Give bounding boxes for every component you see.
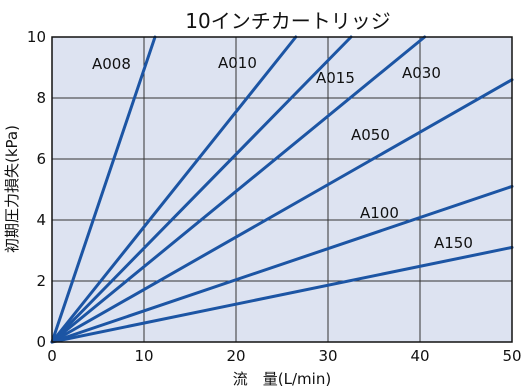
y-tick-label: 2 bbox=[36, 272, 46, 290]
series-label-a050: A050 bbox=[351, 126, 390, 144]
series-line-a030 bbox=[50, 35, 427, 344]
series-line-a150 bbox=[50, 245, 514, 344]
series-line-a015 bbox=[50, 35, 353, 344]
series-line-a100 bbox=[50, 184, 514, 344]
series-label-a015: A015 bbox=[316, 69, 355, 87]
plot-area bbox=[52, 37, 512, 342]
series-label-a008: A008 bbox=[92, 55, 131, 73]
series-line-a010 bbox=[50, 35, 298, 344]
series-labels: A008 A010 A015 A030 A050 A100 A150 bbox=[92, 54, 473, 252]
series-label-a100: A100 bbox=[360, 204, 399, 222]
x-tick-label: 30 bbox=[318, 347, 337, 365]
x-tick-label: 0 bbox=[47, 347, 57, 365]
series-line-a008 bbox=[50, 35, 157, 344]
y-tick-label: 6 bbox=[36, 150, 46, 168]
chart-title: 10インチカートリッジ bbox=[185, 9, 390, 33]
series-label-a010: A010 bbox=[218, 54, 257, 72]
y-tick-label: 10 bbox=[27, 28, 46, 46]
plot-frame bbox=[51, 36, 513, 343]
x-tick-label: 50 bbox=[502, 347, 521, 365]
x-tick-label: 20 bbox=[226, 347, 245, 365]
series-lines bbox=[50, 35, 514, 344]
y-tick-label: 4 bbox=[36, 211, 46, 229]
y-tick-label: 8 bbox=[36, 89, 46, 107]
y-tick-labels: 0 2 4 6 8 10 bbox=[27, 28, 46, 351]
series-label-a150: A150 bbox=[434, 234, 473, 252]
series-line-a050 bbox=[50, 78, 514, 344]
x-tick-labels: 0 10 20 30 40 50 bbox=[47, 347, 521, 365]
y-tick-label: 0 bbox=[36, 333, 46, 351]
x-tick-label: 40 bbox=[410, 347, 429, 365]
x-tick-label: 10 bbox=[134, 347, 153, 365]
series-label-a030: A030 bbox=[402, 64, 441, 82]
y-axis-label: 初期圧力損失(kPa) bbox=[3, 125, 21, 253]
x-axis-label: 流 量(L/min) bbox=[233, 370, 331, 388]
